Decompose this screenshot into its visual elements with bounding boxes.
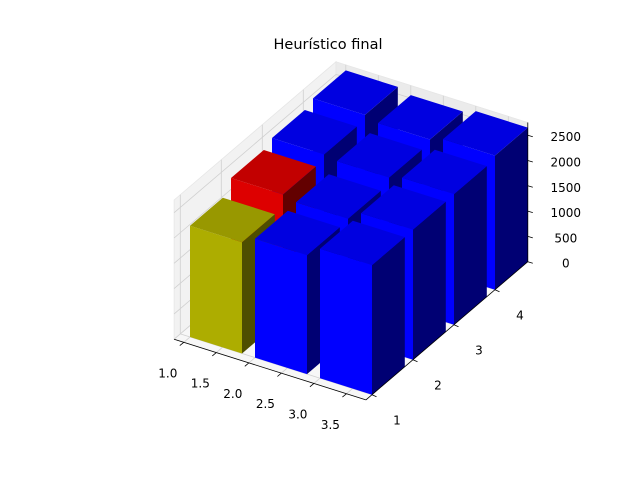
bar-top-face <box>320 220 405 266</box>
y-tick-mark <box>453 324 459 328</box>
z-grid-line <box>173 74 337 214</box>
bar-front-face <box>320 248 372 395</box>
x-axis-line <box>173 338 367 401</box>
x-tick-mark <box>342 393 347 398</box>
y-axis-line <box>365 261 529 401</box>
bar-top-face <box>361 185 446 230</box>
x-tick-label: 3.5 <box>321 418 340 432</box>
z-tick-mark <box>527 261 533 264</box>
z-tick-label: 2000 <box>551 156 582 170</box>
x-tick-mark <box>244 362 250 367</box>
y-tick-label: 2 <box>434 379 442 393</box>
chart-title: Heurístico final <box>274 37 383 53</box>
bar-top-face <box>231 150 316 195</box>
y-tick-mark <box>371 394 377 398</box>
bar-side-face <box>372 237 405 395</box>
z-tick-mark <box>527 236 533 239</box>
tick-labels: 1.0 1.5 2.0 2.5 3.0 3.5 1 2 3 4 0 500 1000 1500 2000 25… <box>158 130 581 432</box>
x-tick-label: 1.0 <box>158 366 177 380</box>
y-tick-label: 4 <box>516 309 524 323</box>
axis-lines <box>173 122 529 401</box>
z-tick-mark <box>527 134 533 138</box>
x-tick-mark <box>309 383 315 388</box>
bar-side-face <box>495 127 528 290</box>
bar-top-face <box>337 133 422 178</box>
bar-top-face <box>190 197 275 243</box>
z-tick-mark <box>527 210 533 213</box>
y-tick-label: 3 <box>475 344 483 358</box>
z-tick-label: 0 <box>562 257 570 271</box>
x-tick-mark <box>277 372 282 377</box>
bar-side-face <box>454 166 487 325</box>
x-tick-mark <box>212 352 217 357</box>
z-tick-label: 1500 <box>551 181 582 195</box>
y-tick-mark <box>412 359 418 363</box>
z-tick-label: 2500 <box>551 130 582 144</box>
bar-top-face <box>255 210 340 256</box>
y-tick-label: 1 <box>393 414 401 428</box>
bar <box>320 220 405 395</box>
bar-top-face <box>313 70 398 115</box>
z-tick-mark <box>527 185 533 188</box>
y-tick-mark <box>494 289 500 293</box>
z-tick-label: 1000 <box>551 206 582 220</box>
x-tick-label: 2.0 <box>223 387 242 401</box>
x-tick-mark <box>179 341 185 346</box>
x-tick-label: 1.5 <box>191 377 210 391</box>
x-tick-label: 3.0 <box>288 407 307 421</box>
bars-group <box>190 70 528 395</box>
bar-top-face <box>296 174 381 219</box>
bar-top-face <box>272 110 357 155</box>
bar-top-face <box>378 95 463 140</box>
bar-side-face <box>413 201 446 360</box>
x-tick-label: 2.5 <box>256 397 275 411</box>
z-tick-label: 500 <box>554 231 577 245</box>
bar-top-face <box>402 149 487 195</box>
bar-top-face <box>443 111 528 156</box>
bar-front-face <box>190 225 242 354</box>
bar-front-face <box>255 238 307 375</box>
z-tick-mark <box>527 160 533 163</box>
